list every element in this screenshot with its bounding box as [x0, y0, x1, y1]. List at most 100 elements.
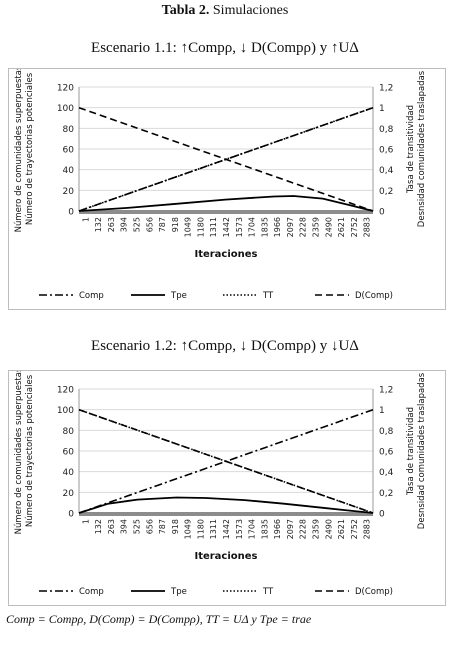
- x-tick-label: 1835: [260, 217, 269, 237]
- x-tick-label: 2752: [350, 217, 359, 237]
- x-tick-label: 918: [171, 217, 180, 232]
- y-left-axis-label: Número de comunidades superpuestas: [14, 371, 24, 534]
- x-tick-label: 2359: [311, 519, 320, 539]
- y-left-tick-label: 20: [63, 187, 75, 197]
- y-right-tick-label: 0: [379, 208, 385, 218]
- y-left-tick-label: 120: [57, 84, 74, 94]
- x-tick-label: 656: [145, 217, 154, 232]
- legend-label: Tpe: [170, 291, 187, 301]
- y-left-tick-label: 60: [63, 146, 75, 156]
- x-tick-label: 2621: [337, 217, 346, 237]
- footnote: Comp = Compρ, D(Comp) = D(Compρ), TT = U…: [6, 612, 312, 626]
- x-tick-label: 2097: [286, 519, 295, 539]
- x-tick-label: 1835: [260, 519, 269, 539]
- y-right-tick-label: 0,4: [379, 468, 394, 478]
- x-tick-label: 263: [107, 217, 116, 232]
- x-tick-label: 2883: [363, 519, 372, 539]
- table-label: Tabla 2.: [161, 3, 210, 18]
- chart-1-container: 0 20 40 60 80 100 120 0 0,2 0,4 0,6 0,8 1 1,2 1 132 263 3…: [8, 68, 446, 310]
- series-line-tpe: [78, 496, 374, 514]
- table-name: Simulaciones: [212, 3, 289, 18]
- y-left-tick-label: 0: [68, 510, 74, 520]
- x-tick-label: 1049: [184, 217, 193, 237]
- y-left-tick-label: 40: [63, 166, 75, 176]
- y-right-tick-label: 0,2: [379, 489, 393, 499]
- legend-label: TT: [262, 587, 274, 597]
- x-tick-label: 394: [120, 217, 129, 232]
- x-tick-label: 918: [171, 519, 180, 534]
- x-tick-label: 1704: [248, 217, 257, 237]
- y-right-tick-label: 0,4: [379, 166, 394, 176]
- y-left-tick-label: 120: [57, 386, 74, 396]
- x-tick-label: 132: [94, 519, 103, 534]
- x-tick-label: 525: [133, 217, 142, 232]
- legend-label: D(Comp): [355, 587, 393, 597]
- chart-1: 0 20 40 60 80 100 120 0 0,2 0,4 0,6 0,8 1 1,2 1 132 263 3…: [14, 69, 427, 301]
- x-axis-band: [79, 210, 373, 214]
- y-left-axis-label: Número de trayectorias potenciales: [25, 374, 35, 527]
- x-tick-label: 1573: [235, 519, 244, 539]
- y-right-tick-label: 0: [379, 510, 385, 520]
- series-line-tpe: [78, 195, 374, 212]
- x-tick-label: 1: [81, 519, 90, 524]
- x-tick-label: 656: [145, 519, 154, 534]
- x-tick-label: 1311: [209, 519, 218, 539]
- y-right-tick-label: 0,6: [379, 448, 394, 458]
- y-left-tick-label: 20: [63, 489, 75, 499]
- x-tick-label: 2490: [324, 519, 333, 539]
- x-tick-label: 2359: [311, 217, 320, 237]
- y-right-tick-label: 1,2: [379, 386, 393, 396]
- table-title: Tabla 2. Simulaciones: [0, 3, 450, 19]
- x-tick-label: 2883: [363, 217, 372, 237]
- series-line-tt: [78, 106, 374, 212]
- y-right-axis-label: Tasa de transitividad: [406, 105, 416, 194]
- legend-label: Tpe: [170, 587, 187, 597]
- y-right-tick-label: 0,2: [379, 187, 393, 197]
- y-right-axis-label: Desnsidad comunidades traslapadas: [417, 372, 427, 529]
- x-tick-label: 1049: [184, 519, 193, 539]
- x-tick-label: 787: [158, 217, 167, 232]
- x-tick-label: 1966: [273, 217, 282, 237]
- y-right-tick-label: 1,2: [379, 84, 393, 94]
- x-tick-label: 1573: [235, 217, 244, 237]
- y-left-axis-label: Número de trayectorias potenciales: [25, 72, 35, 225]
- x-tick-label: 2228: [299, 217, 308, 237]
- y-left-tick-label: 40: [63, 468, 75, 478]
- x-tick-label: 1442: [222, 217, 231, 237]
- x-tick-label: 263: [107, 519, 116, 534]
- y-right-tick-label: 1: [379, 406, 385, 416]
- x-tick-label: 132: [94, 217, 103, 232]
- legend-label: D(Comp): [355, 291, 393, 301]
- y-left-tick-label: 0: [68, 208, 74, 218]
- x-tick-label: 1: [81, 217, 90, 222]
- x-axis-label: Iteraciones: [194, 551, 257, 562]
- x-tick-label: 2228: [299, 519, 308, 539]
- y-right-tick-label: 0,8: [379, 125, 394, 135]
- x-tick-label: 1704: [248, 519, 257, 539]
- y-right-tick-label: 0,8: [379, 427, 394, 437]
- x-tick-label: 2752: [350, 519, 359, 539]
- x-tick-label: 394: [120, 519, 129, 534]
- x-tick-label: 2490: [324, 217, 333, 237]
- y-left-tick-label: 100: [57, 406, 74, 416]
- legend-label: Comp: [79, 291, 104, 301]
- x-axis-band: [79, 512, 373, 516]
- legend-label: Comp: [79, 587, 104, 597]
- y-left-tick-label: 100: [57, 104, 74, 114]
- y-right-tick-label: 0,6: [379, 146, 394, 156]
- x-tick-label: 2621: [337, 519, 346, 539]
- x-tick-label: 1311: [209, 217, 218, 237]
- chart-2-container: 0 20 40 60 80 100 120 0 0,2 0,4 0,6 0,8 1 1,2 1 132 263 3…: [8, 370, 446, 606]
- y-right-axis-label: Tasa de transitividad: [406, 407, 416, 496]
- x-tick-label: 787: [158, 519, 167, 534]
- y-right-axis-label: Desnsidad comunidades traslapadas: [417, 70, 427, 227]
- y-left-tick-label: 60: [63, 448, 75, 458]
- x-tick-label: 525: [133, 519, 142, 534]
- scenario-2-title: Escenario 1.2: ↑Compρ, ↓ D(Compρ) y ↓UΔ: [91, 338, 359, 354]
- x-tick-label: 1966: [273, 519, 282, 539]
- y-right-tick-label: 1: [379, 104, 385, 114]
- y-left-tick-label: 80: [63, 125, 75, 135]
- y-left-axis-label: Número de comunidades superpuestas: [14, 69, 24, 232]
- x-tick-label: 1180: [196, 519, 205, 539]
- y-left-tick-label: 80: [63, 427, 75, 437]
